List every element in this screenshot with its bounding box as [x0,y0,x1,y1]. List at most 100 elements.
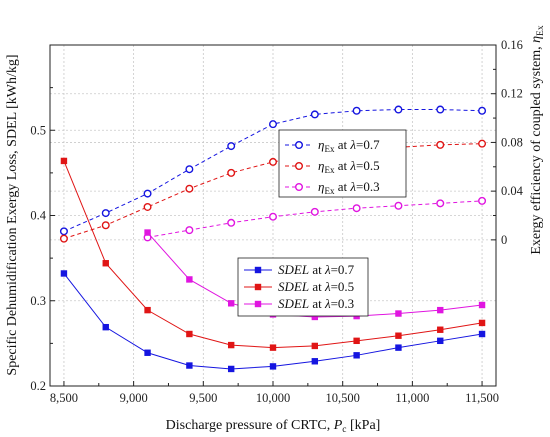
eta-point [269,212,278,221]
eta-series-0 [59,105,487,236]
eta-point [143,189,152,198]
sdel-point [478,319,486,327]
x-tick-label: 11,500 [465,391,499,405]
eta-point [394,105,403,114]
grid-layer [50,44,496,387]
eta-point [101,209,110,218]
sdel-point [437,337,444,345]
legend-eta-item: ηEx at λ=0.3 [285,179,380,196]
y-right-axis-title: Exergy efficiency of coupled system, ηEx [529,25,546,255]
sdel-point [478,330,486,338]
legend-sdel-item: SDEL at λ=0.5 [244,279,354,294]
eta-point [478,139,487,148]
legend-sdel-marker [254,266,262,274]
eta-point [310,207,319,216]
sdel-point [395,310,402,317]
y-right-tick-label: 0 [501,233,507,247]
y-right-tick-label: 0.12 [501,87,523,101]
sdel-point [269,363,277,370]
x-tick-label: 10,000 [256,391,290,405]
sdel-series-1 [60,157,486,351]
y-left-axis-title: Specific Dehumidification Exergy Loss, S… [5,54,20,375]
sdel-point [60,270,68,277]
sdel-point [186,330,193,338]
x-tick-label: 9,500 [189,391,217,405]
sdel-series-0 [60,270,486,373]
eta-point [185,165,194,174]
legend-sdel-label: SDEL at λ=0.7 [278,262,355,277]
eta-point [478,106,487,115]
sdel-point [353,352,360,359]
ticks-layer: 8,500 9,000 9,500 10,000 10,500 11,000 11,500 0… [30,38,523,405]
x-tick-label: 8,500 [50,391,78,405]
eta-point [436,199,445,208]
eta-point [394,201,403,210]
eta-point [59,227,68,236]
y-left-tick-label: 0.3 [30,294,46,308]
eta-point [269,157,278,166]
eta-point [101,221,110,230]
eta-point [59,234,68,243]
sdel-point [478,301,486,309]
legend-eta-item: ηEx at λ=0.7 [285,137,380,154]
sdel-point [395,332,402,339]
sdel-point [227,300,235,307]
legend-sdel-item: SDEL at λ=0.7 [244,262,355,277]
sdel-point [102,323,109,331]
sdel-point [353,337,360,345]
sdel-point [102,260,109,267]
eta-series-line [147,200,483,238]
sdel-point [269,344,277,351]
y-right-tick-label: 0.08 [501,135,523,149]
sdel-point [395,344,402,351]
legend-sdel-label: SDEL at λ=0.3 [278,296,354,311]
eta-point [227,168,236,177]
legend-sdel-marker [254,283,262,291]
legend-eta-marker [295,182,304,191]
sdel-point [437,306,444,314]
sdel-point [60,157,68,165]
x-axis-title: Discharge pressure of CRTC, Pc [kPa] [166,418,381,435]
sdel-point [311,342,319,350]
sdel-point [144,229,151,236]
eta-point [310,110,319,119]
legend-eta-item: ηEx at λ=0.5 [285,158,380,175]
sdel-point [311,313,319,321]
eta-point [436,140,445,149]
sdel-point [144,306,151,314]
y-right-tick-label: 0.16 [501,38,523,52]
sdel-point [227,365,235,373]
legend-eta-label: ηEx at λ=0.7 [318,137,380,154]
eta-point [227,218,236,227]
legend-sdel-label: SDEL at λ=0.5 [278,279,354,294]
y-left-tick-label: 0.4 [30,209,46,223]
legend-sdel-item: SDEL at λ=0.3 [244,296,354,311]
legend-eta-marker [295,140,304,149]
legend-eta-marker [295,161,304,170]
x-tick-label: 11,000 [395,391,429,405]
eta-point [143,202,152,211]
y-left-tick-label: 0.2 [30,379,46,393]
sdel-point [144,349,151,356]
eta-point [185,184,194,193]
eta-point [269,120,278,129]
eta-point [352,204,361,213]
legend-sdel: SDEL at λ=0.7 SDEL at λ=0.5 SDEL at λ=0.3 [237,257,369,317]
eta-point [478,196,487,205]
legend-sdel-marker [254,300,262,308]
sdel-point [227,341,235,349]
sdel-point [311,358,319,365]
sdel-point [437,326,444,333]
legend-eta-label: ηEx at λ=0.3 [318,179,380,196]
legend-eta-label: ηEx at λ=0.5 [318,158,380,175]
y-left-tick-label: 0.5 [30,123,46,137]
eta-point [436,105,445,114]
eta-point [352,106,361,115]
eta-point [227,142,236,151]
sdel-point [186,276,193,283]
legend-eta: ηEx at λ=0.7 ηEx at λ=0.5 ηEx at λ=0.3 [278,129,407,198]
y-right-tick-label: 0.04 [501,184,524,198]
eta-point [185,226,194,235]
eta-series-2 [143,196,487,242]
